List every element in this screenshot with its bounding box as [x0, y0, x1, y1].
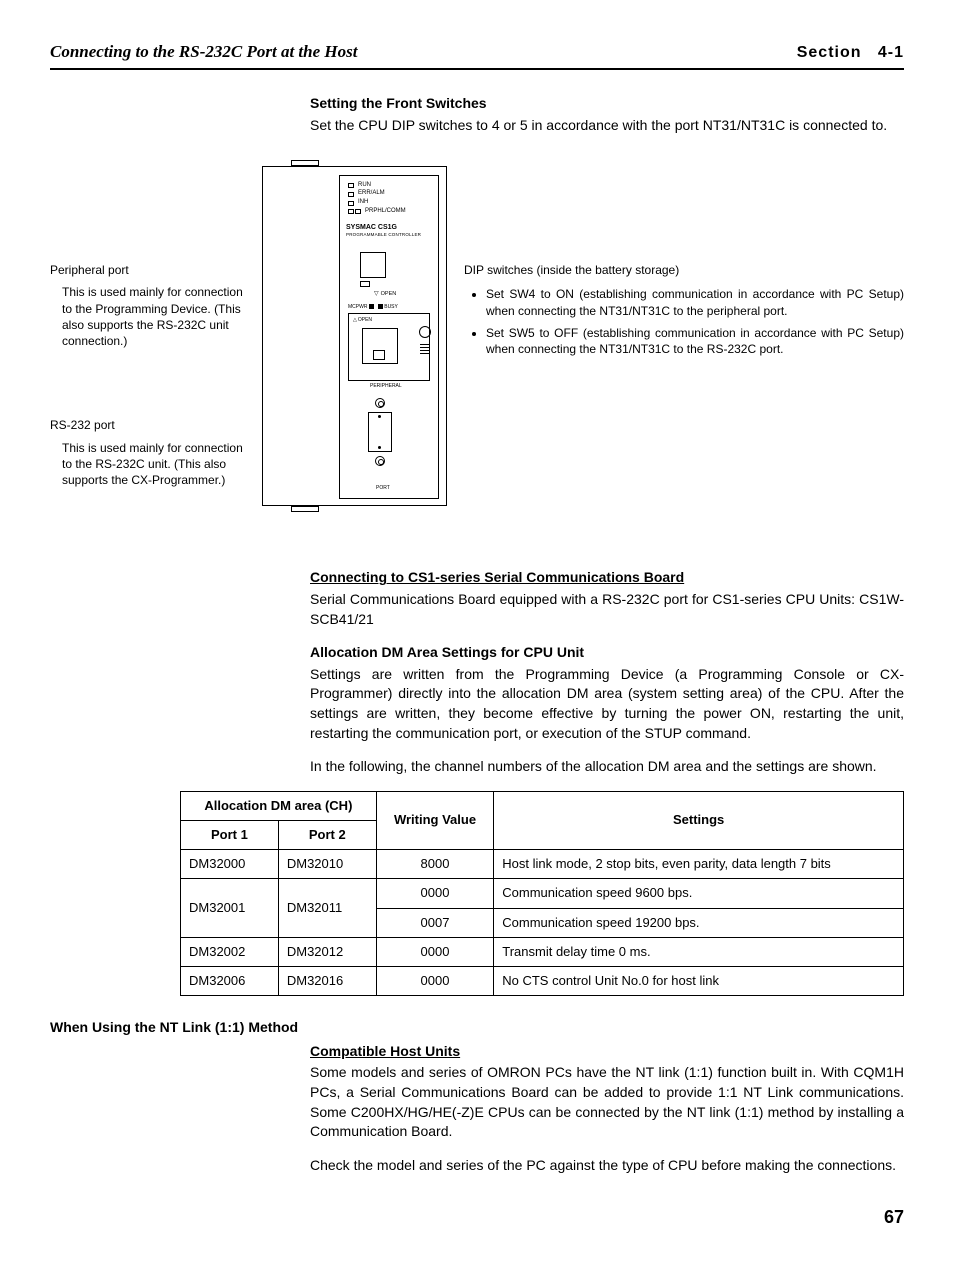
- heading-dm-area: Allocation DM Area Settings for CPU Unit: [310, 643, 904, 663]
- heading-cs1-board: Connecting to CS1-series Serial Communic…: [310, 568, 904, 588]
- table-row: DM32002 DM32012 0000 Transmit delay time…: [181, 937, 904, 966]
- para-cs1-board: Serial Communications Board equipped wit…: [310, 590, 904, 629]
- heading-nt-link-method: When Using the NT Link (1:1) Method: [50, 1018, 904, 1038]
- para-dm-area-2: In the following, the channel numbers of…: [310, 757, 904, 777]
- dip-switch-notes: DIP switches (inside the battery storage…: [464, 166, 904, 529]
- table-row: DM32000 DM32010 8000 Host link mode, 2 s…: [181, 850, 904, 879]
- heading-compatible-hosts: Compatible Host Units: [310, 1042, 904, 1062]
- table-row: DM32001 DM32011 0000 Communication speed…: [181, 879, 904, 908]
- th-writing-value: Writing Value: [376, 791, 494, 849]
- th-settings: Settings: [494, 791, 904, 849]
- dm-settings-table: Allocation DM area (CH) Writing Value Se…: [180, 791, 904, 996]
- para-front-switches: Set the CPU DIP switches to 4 or 5 in ac…: [310, 116, 904, 136]
- page-number: 67: [50, 1205, 904, 1230]
- label-rs232-port-body: This is used mainly for connection to th…: [62, 440, 250, 489]
- th-port2: Port 2: [278, 821, 376, 850]
- th-port1: Port 1: [181, 821, 279, 850]
- plc-diagram: Peripheral port This is used mainly for …: [50, 166, 904, 529]
- heading-front-switches: Setting the Front Switches: [310, 94, 904, 114]
- th-alloc: Allocation DM area (CH): [181, 791, 377, 820]
- plc-drawing: RUN ERR/ALM INH PRPHL/COMM SYSMAC CS1G P…: [262, 166, 452, 529]
- diagram-left-labels: Peripheral port This is used mainly for …: [50, 166, 250, 529]
- label-peripheral-port-title: Peripheral port: [50, 262, 250, 279]
- table-row: DM32006 DM32016 0000 No CTS control Unit…: [181, 966, 904, 995]
- dip-note-2: Set SW5 to OFF (establishing communicati…: [486, 325, 904, 357]
- para-compatible-1: Some models and series of OMRON PCs have…: [310, 1063, 904, 1141]
- header-title: Connecting to the RS-232C Port at the Ho…: [50, 40, 357, 64]
- dip-note-1: Set SW4 to ON (establishing communicatio…: [486, 286, 904, 318]
- page-header: Connecting to the RS-232C Port at the Ho…: [50, 40, 904, 70]
- para-dm-area-1: Settings are written from the Programmin…: [310, 665, 904, 743]
- plc-model-label: SYSMAC CS1G PROGRAMMABLE CONTROLLER: [346, 224, 421, 239]
- para-compatible-2: Check the model and series of the PC aga…: [310, 1156, 904, 1176]
- header-section: Section 4-1: [797, 42, 904, 64]
- label-peripheral-port-body: This is used mainly for connection to th…: [62, 284, 250, 349]
- label-rs232-port-title: RS-232 port: [50, 417, 250, 434]
- dip-title: DIP switches (inside the battery storage…: [464, 262, 904, 279]
